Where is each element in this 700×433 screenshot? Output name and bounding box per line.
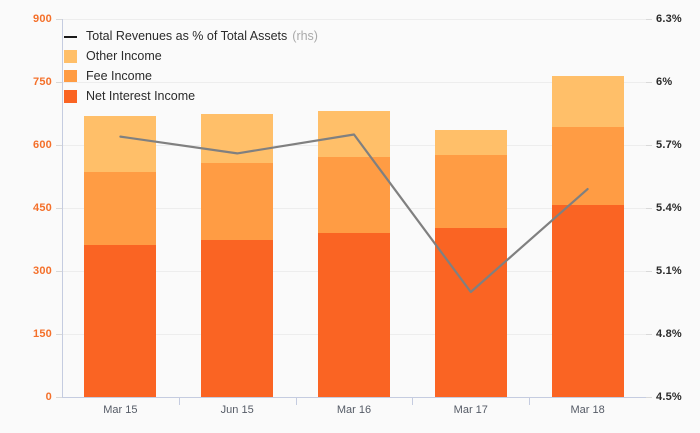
y-axis-right-tick-mark [646, 397, 652, 398]
bar-segment[interactable] [551, 76, 624, 127]
y-axis-right-tick-mark [646, 82, 652, 83]
swatch-icon-other-income [64, 49, 77, 63]
y-axis-left-tick-label: 900 [33, 13, 52, 25]
y-axis-tick-mark [56, 334, 62, 335]
y-axis-tick-mark [56, 397, 62, 398]
bar-stack[interactable] [84, 19, 157, 397]
line-marker-icon [64, 30, 77, 43]
x-axis-tick-label: Mar 15 [103, 404, 138, 416]
bar-stack[interactable] [201, 19, 274, 397]
x-axis-separator [295, 397, 297, 405]
y-axis-right-tick-label: 6.3% [656, 13, 682, 25]
x-axis-separator [529, 397, 531, 405]
chart-legend: Total Revenues as % of Total Assets (rhs… [64, 26, 318, 106]
legend-item-fee-income[interactable]: Fee Income [64, 66, 318, 86]
bar-segment[interactable] [84, 116, 157, 172]
bar-segment[interactable] [551, 205, 624, 397]
y-axis-right-tick-label: 5.4% [656, 202, 682, 214]
y-axis-line [62, 19, 63, 397]
bar-stack[interactable] [551, 19, 624, 397]
bar-segment[interactable] [201, 239, 274, 397]
plot-area [62, 19, 646, 398]
x-axis-tick-label: Mar 16 [336, 404, 372, 416]
x-axis-tick-label: Mar 17 [453, 404, 488, 416]
y-axis-right-tick-mark [646, 145, 652, 146]
legend-label: Total Revenues as % of Total Assets [86, 29, 288, 43]
y-axis-right-tick-mark [646, 19, 652, 20]
legend-item-net-interest-income[interactable]: Net Interest Income [64, 86, 318, 106]
bar-segment[interactable] [434, 129, 507, 156]
bar-segment[interactable] [318, 157, 390, 234]
bar-segment[interactable] [434, 155, 507, 229]
y-axis-tick-mark [56, 208, 62, 209]
legend-axis-note: (rhs) [292, 29, 318, 43]
y-axis-right-tick-label: 4.5% [656, 391, 682, 403]
legend-label: Net Interest Income [86, 89, 196, 103]
legend-label: Fee Income [86, 69, 153, 83]
y-axis-left-tick-label: 450 [33, 202, 52, 214]
y-axis-right-tick-mark [646, 208, 652, 209]
y-axis-right-tick-label: 5.7% [656, 139, 682, 151]
x-axis-separator [412, 397, 414, 405]
bar-segment[interactable] [84, 171, 157, 245]
legend-item-total-revenues-pct[interactable]: Total Revenues as % of Total Assets (rhs… [64, 26, 318, 46]
bar-segment[interactable] [318, 233, 390, 397]
x-axis-tick-label: Jun 15 [220, 404, 254, 416]
legend-label: Other Income [86, 49, 162, 63]
legend-item-other-income[interactable]: Other Income [64, 46, 318, 66]
y-axis-tick-mark [56, 82, 62, 83]
x-axis-tick-label: Mar 18 [570, 404, 605, 416]
gridline [62, 82, 646, 83]
x-axis-line [62, 397, 646, 398]
swatch-icon-net-interest-income [64, 89, 77, 103]
bar-segment[interactable] [551, 126, 624, 206]
y-axis-right-tick-mark [646, 334, 652, 335]
y-axis-tick-mark [56, 19, 62, 20]
line-series-total-revenues [119, 133, 589, 294]
bar-segment[interactable] [201, 113, 274, 164]
x-axis-separator [178, 397, 180, 405]
y-axis-left-tick-label: 150 [33, 328, 52, 340]
bar-stack[interactable] [434, 19, 507, 397]
y-axis-left-tick-label: 300 [33, 265, 52, 277]
y-axis-right-tick-label: 6% [656, 76, 673, 88]
y-axis-right-tick-label: 4.8% [656, 328, 682, 340]
gridline [62, 19, 646, 20]
bar-segment[interactable] [434, 228, 507, 397]
y-axis-left-tick-label: 0 [45, 391, 52, 403]
line-path [119, 133, 589, 294]
y-axis-right-tick-mark [646, 271, 652, 272]
y-axis-tick-mark [56, 271, 62, 272]
bar-segment[interactable] [84, 244, 157, 397]
y-axis-tick-mark [56, 145, 62, 146]
y-axis-left-tick-label: 750 [33, 76, 52, 88]
swatch-icon-fee-income [64, 69, 77, 83]
y-axis-right-tick-label: 5.1% [656, 265, 682, 277]
y-axis-left-tick-label: 600 [33, 139, 52, 151]
bar-segment[interactable] [201, 163, 274, 240]
